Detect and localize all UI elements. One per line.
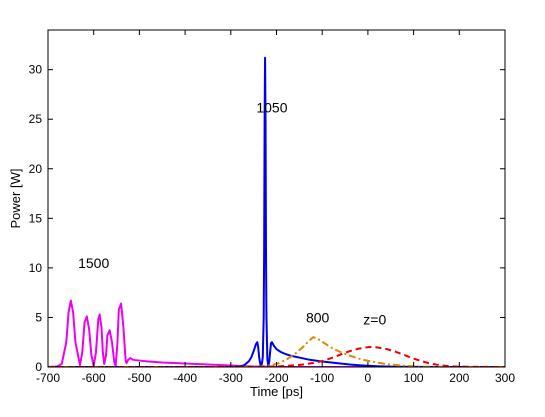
x-axis-label: Time [ps] [250, 384, 303, 399]
x-tick-label: -300 [219, 371, 243, 385]
x-tick-label: 200 [449, 371, 469, 385]
x-tick-label: -600 [82, 371, 106, 385]
series-line-3 [48, 336, 505, 367]
annotation-label: 800 [306, 309, 330, 325]
y-tick-label: 0 [35, 360, 42, 374]
y-tick-label: 30 [29, 63, 43, 77]
annotation-label: 1050 [256, 99, 287, 115]
x-tick-label: 300 [495, 371, 515, 385]
x-tick-label: -700 [36, 371, 60, 385]
y-axis-label: Power [W] [8, 169, 23, 229]
annotation-layer: 1500 1050 800 z=0 [78, 99, 386, 327]
y-tick-label: 15 [29, 211, 43, 225]
series-line-2 [48, 56, 505, 367]
x-tick-label: -500 [127, 371, 151, 385]
x-tick-label: -100 [310, 371, 334, 385]
x-tick-label: -200 [264, 371, 288, 385]
x-tick-label: 0 [365, 371, 372, 385]
series-line-4 [48, 345, 505, 367]
annotation-label: z=0 [363, 311, 386, 327]
x-tick-label: -400 [173, 371, 197, 385]
y-tick-label: 10 [29, 261, 43, 275]
axes-layer: -700 -600 -500 -400 -300 -200 -100 0 100 200 300 0 5… [29, 29, 515, 385]
y-tick-label: 25 [29, 112, 43, 126]
y-tick-label: 5 [35, 310, 42, 324]
y-tick-label: 20 [29, 162, 43, 176]
x-tick-label: 100 [404, 371, 424, 385]
annotation-label: 1500 [78, 255, 109, 271]
